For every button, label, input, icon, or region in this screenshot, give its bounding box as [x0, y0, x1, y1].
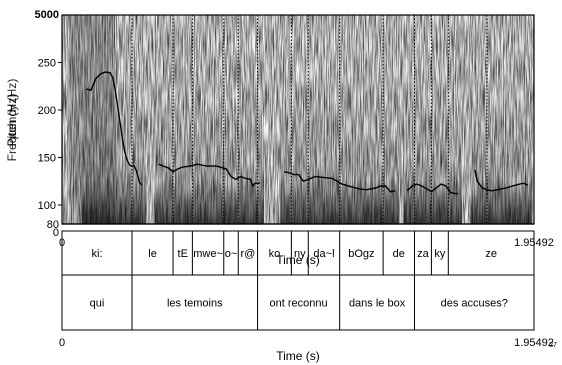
- spectrogram: [62, 15, 534, 224]
- pitch-segment: [85, 71, 143, 186]
- spectro-band: [403, 75, 462, 224]
- y-axis-label-pitch: Pitch (Hz): [5, 94, 19, 147]
- word-label: des accuses?: [441, 298, 508, 310]
- phone-label: bOgz: [348, 248, 374, 260]
- phone-label: ko: [269, 248, 281, 260]
- y-axis-label-frequency: Frequency (Hz): [5, 79, 19, 162]
- spectro-band: [154, 75, 264, 224]
- phone-label: tE: [178, 248, 188, 260]
- spectro-band: [470, 75, 532, 224]
- spectro-band: [82, 75, 146, 224]
- word-label: ont reconnu: [270, 298, 328, 310]
- word-label: dans le box: [349, 298, 406, 310]
- pitch-segment: [474, 169, 529, 192]
- pitch-contour: [85, 71, 529, 195]
- y-tick-label: 150: [38, 153, 56, 165]
- phone-label: le: [148, 248, 157, 260]
- textgrid: ki: le tE mwe~ o~ r@ ko ny da~l bOgz de za ky ze qui l…: [61, 230, 535, 331]
- word-label: qui: [90, 298, 105, 310]
- pitch-segment: [406, 183, 458, 195]
- time-axis-lower: 0 Time (s) 1.95492 27: [59, 337, 557, 363]
- y-tick-label-floor: 80: [47, 219, 59, 231]
- phone-label: mwe~: [193, 248, 223, 260]
- phone-label: de: [393, 248, 405, 260]
- tier-phones: ki: le tE mwe~ o~ r@ ko ny da~l bOgz de za ky ze: [92, 231, 497, 275]
- phone-label: da~l: [313, 248, 334, 260]
- phone-label: ny: [294, 248, 306, 260]
- phone-label: ki:: [92, 248, 103, 260]
- y-tick-label-bottom: 0: [53, 227, 59, 239]
- word-label: les temoins: [167, 298, 223, 310]
- y-tick-label-spectro-top: 5000: [35, 9, 59, 21]
- time-start-upper: 0: [59, 237, 65, 249]
- phone-label: r@: [240, 248, 255, 260]
- time-start-lower: 0: [59, 337, 65, 349]
- corner-mark: 27: [549, 342, 557, 349]
- y-axis: 5000 100 150 200 250 80 0 Pitch (Hz) Freque…: [5, 9, 62, 239]
- pitch-segment: [158, 163, 260, 188]
- time-axis-label-upper: Time (s): [276, 253, 320, 267]
- pitch-segment: [283, 171, 396, 193]
- tier-words: qui les temoins ont reconnu dans le box des …: [90, 275, 508, 330]
- y-tick-label: 200: [38, 105, 56, 117]
- time-axis-label-lower: Time (s): [276, 349, 320, 363]
- time-end-upper: 1.95492: [514, 237, 554, 249]
- plot-frame: [61, 14, 535, 225]
- phone-label: ze: [485, 248, 497, 260]
- time-end-lower: 1.95492: [514, 337, 554, 349]
- phone-label: za: [417, 248, 430, 260]
- phone-label: o~: [225, 248, 238, 260]
- spectro-burst: [69, 15, 116, 224]
- time-axis-upper: 0 Time (s) 1.95492: [59, 237, 554, 267]
- y-tick-label: 100: [38, 200, 56, 212]
- y-tick-label: 250: [38, 58, 56, 70]
- phone-label: ky: [434, 248, 446, 260]
